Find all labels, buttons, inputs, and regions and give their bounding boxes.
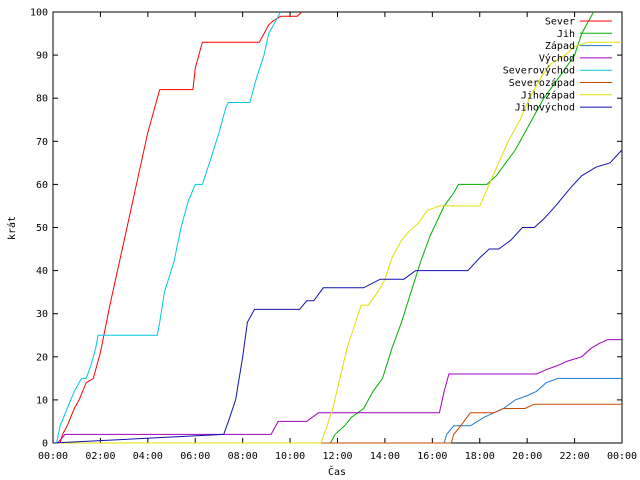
x-tick-label: 20:00 (512, 451, 542, 462)
y-tick-label: 10 (36, 395, 48, 406)
x-tick-label: 00:00 (607, 451, 637, 462)
x-tick-label: 06:00 (180, 451, 210, 462)
x-tick-label: 04:00 (133, 451, 163, 462)
x-tick-label: 22:00 (560, 451, 590, 462)
legend-label: Západ (545, 40, 575, 52)
y-tick-label: 60 (36, 180, 48, 191)
series-line (53, 377, 622, 444)
legend-label: Východ (539, 52, 575, 64)
x-tick-label: 12:00 (322, 451, 352, 462)
y-tick-label: 100 (30, 8, 48, 19)
series-line (53, 11, 282, 444)
series-line (53, 41, 622, 444)
legend-label: Jih (557, 29, 575, 40)
x-tick-label: 02:00 (85, 451, 115, 462)
x-tick-label: 00:00 (38, 451, 68, 462)
x-tick-label: 10:00 (275, 451, 305, 462)
y-axis-label: krát (6, 216, 18, 240)
y-tick-label: 70 (36, 137, 48, 148)
series-line (53, 339, 622, 444)
legend: SeverJihZápadVýchodSeverovýchodSeverozáp… (503, 17, 612, 114)
y-tick-label: 40 (36, 266, 48, 277)
series-line (52, 149, 623, 444)
series-line (53, 403, 622, 444)
y-tick-label: 50 (36, 223, 48, 234)
legend-label: Sever (545, 17, 575, 28)
legend-label: Severovýchod (503, 65, 575, 77)
series-line (53, 11, 595, 444)
y-tick-label: 80 (36, 94, 48, 105)
x-tick-label: 16:00 (417, 451, 447, 462)
legend-label: Jihovýchod (515, 102, 575, 114)
y-tick-label: 0 (42, 439, 48, 450)
x-tick-label: 08:00 (228, 451, 258, 462)
y-tick-label: 30 (36, 309, 48, 320)
x-tick-label: 14:00 (370, 451, 400, 462)
x-axis-label: Čas (328, 465, 346, 478)
legend-label: Jihozápad (521, 89, 575, 101)
legend-label: Severozápad (509, 77, 575, 89)
series-line (53, 11, 303, 444)
series-lines (52, 11, 623, 444)
x-tick-label: 18:00 (465, 451, 495, 462)
y-tick-label: 90 (36, 51, 48, 62)
y-tick-label: 20 (36, 352, 48, 363)
